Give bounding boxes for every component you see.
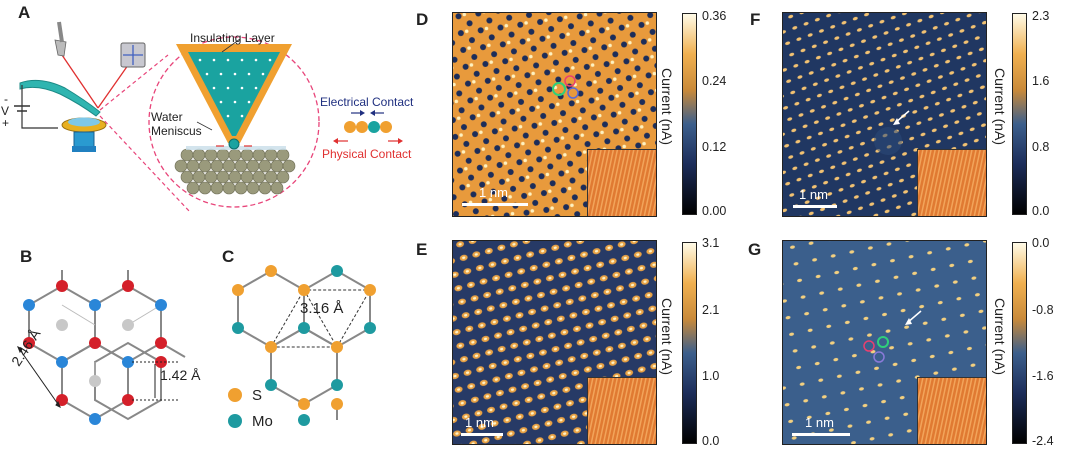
tick-f-0: 2.3 [1032,9,1050,23]
dim-3-16: 3.16 Å [300,300,344,317]
substrate-atoms [174,148,296,195]
inset-e [587,377,656,444]
afm-schematic [14,21,403,213]
scale-label-g: 1 nm [805,415,834,430]
tick-e-1: 2.1 [702,303,720,317]
tick-d-3: 0.00 [702,204,727,218]
colorbar-e [682,242,697,444]
tick-f-1: 1.6 [1032,74,1050,88]
sample-stage [61,117,107,152]
legend-mo-label: Mo [252,413,273,430]
photodetector-icon [120,42,146,68]
scale-label-d: 1 nm [479,185,508,200]
ylabel-d: Current (nA) [659,68,675,146]
graphene-lattice [17,270,186,425]
panel-letter-a: A [18,3,31,22]
dim-1-42: 1.42 Å [160,367,201,383]
mos2-lattice [232,265,376,426]
tick-d-2: 0.12 [702,140,727,154]
v-label: V [1,104,10,118]
contact-legend [333,110,403,144]
inset-d [587,149,656,216]
tick-d-0: 0.36 [702,9,727,23]
mo-legend-swatch [228,414,242,428]
panel-letter-g: G [748,240,762,259]
stm-image-d: 1 nm [452,12,657,217]
label-meniscus: Meniscus [151,124,202,138]
tick-g-2: -1.6 [1032,369,1054,383]
stm-image-e: 1 nm [452,240,657,445]
inset-f [917,149,986,216]
colorbar-d [682,13,697,215]
laser-icon [54,21,67,57]
cantilever [19,79,101,117]
stm-image-f: 1 nm [782,12,987,217]
tick-g-3: -2.4 [1032,434,1054,448]
tick-f-2: 0.8 [1032,140,1050,154]
label-insulating-layer: Insulating Layer [190,31,275,45]
tick-d-1: 0.24 [702,74,727,88]
tick-g-1: -0.8 [1032,303,1054,317]
colorbar-f [1012,13,1027,215]
tick-e-2: 1.0 [702,369,720,383]
label-electrical-contact: Electrical Contact [320,95,414,109]
v-plus: + [2,116,10,130]
s-atoms [232,265,376,410]
inset-g [917,377,986,444]
s-legend-swatch [228,388,242,402]
tick-g-0: 0.0 [1032,236,1050,250]
ylabel-e: Current (nA) [659,298,675,376]
scale-label-f: 1 nm [799,187,828,202]
stm-image-g: 1 nm [782,240,987,445]
scale-label-e: 1 nm [465,415,494,430]
ylabel-f: Current (nA) [992,68,1008,146]
mo-atoms [232,265,376,426]
panel-letter-b: B [20,247,33,266]
scale-bar-f [793,205,837,208]
colorbar-g [1012,242,1027,444]
carbon-atoms [23,280,167,425]
panel-letter-f: F [750,10,761,29]
ylabel-g: Current (nA) [992,298,1008,376]
legend-s-label: S [252,387,263,404]
scale-bar-d [462,203,528,206]
panel-letter-d: D [416,10,429,29]
tick-f-3: 0.0 [1032,204,1050,218]
panel-letter-c: C [222,247,235,266]
label-physical-contact: Physical Contact [322,147,412,161]
label-water: Water [151,110,183,124]
scale-bar-g [792,433,850,436]
scale-bar-e [461,433,503,436]
tip [176,44,292,150]
tick-e-3: 0.0 [702,434,720,448]
panel-letter-e: E [416,240,428,259]
v-minus: - [4,92,8,106]
tick-e-0: 3.1 [702,236,720,250]
